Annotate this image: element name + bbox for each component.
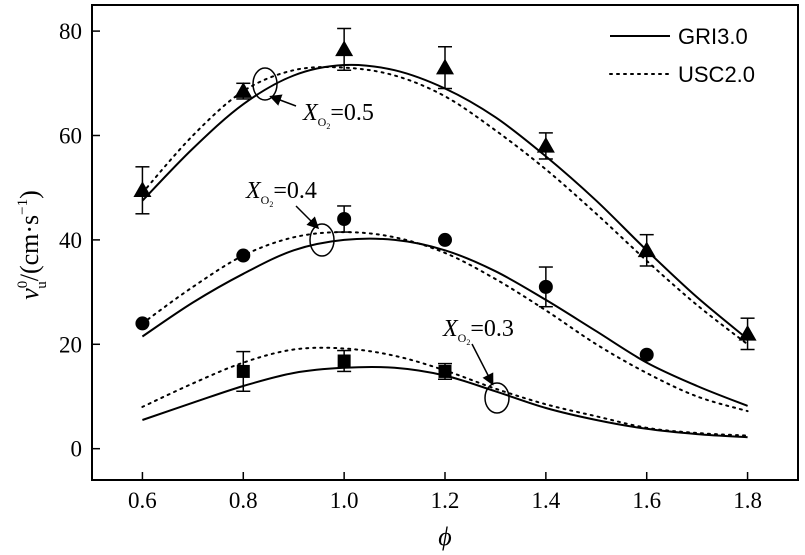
x-axis-title: ϕ [438,522,451,551]
y-axis-symbol: v [15,288,44,300]
data-point-triangle [335,40,354,57]
data-point-circle [135,316,150,331]
data-point-circle [538,279,553,294]
data-point-circle [639,347,654,362]
x-tick-label: 1.2 [431,488,460,513]
data-point-triangle [234,82,253,98]
data-point-square [337,354,351,368]
plot-layer [133,27,757,439]
gri-curve-0 [141,63,749,340]
annotation-ellipse [252,67,278,101]
y-tick-label: 60 [59,123,82,148]
svg-text:v0u/(cm·s−1): v0 u/(cm·s−1) [15,190,50,300]
annotation-arrow [471,343,494,386]
annotation-label-05: XO2=0.5 [302,100,374,131]
data-point-triangle [637,241,656,258]
y-axis-sub: u [34,281,50,289]
data-point-square [438,364,452,378]
x-tick-label: 1.0 [330,488,359,513]
data-point-triangle [536,136,555,153]
x-tick-label: 1.8 [733,488,762,513]
annotation-ellipse [309,223,335,257]
annotation-label-03: XO2=0.3 [442,316,514,347]
annotation-ellipse [484,382,510,414]
annotation-label-04: XO2=0.4 [245,178,317,209]
data-point-circle [438,232,452,247]
annotation-group-03: XO2=0.3 [442,316,514,414]
x-tick-label: 0.6 [128,488,157,513]
usc-curve-2 [141,346,749,437]
annotation-arrow [295,205,320,230]
y-axis-close: ) [15,190,44,199]
axes-layer: 0.6 0.8 1.0 1.2 1.4 1.6 1.8 0 20 40 60 80 [59,19,762,513]
y-axis-unit: /(cm·s [15,215,44,281]
data-point-triangle [133,181,152,198]
annotation-group-05: XO2=0.5 [252,67,374,131]
annotation-group-04: XO2=0.4 [245,178,335,257]
data-point-square [236,364,250,378]
legend-usc-label: USC2.0 [678,62,755,87]
gri-curve-1 [141,237,748,407]
y-tick-label: 20 [59,332,82,357]
y-tick-label: 40 [59,228,82,253]
y-axis-sup: 0 [15,281,31,289]
data-point-triangle [436,58,454,75]
data-point-circle [337,212,352,227]
y-axis-title: v0 u/(cm·s−1) [15,190,50,300]
usc-curve-0 [141,66,749,346]
annotation-arrow [269,94,297,107]
x-tick-label: 1.4 [531,488,560,513]
x-tick-label: 0.8 [229,488,258,513]
y-tick-label: 80 [59,19,82,44]
data-point-triangle [738,324,757,341]
legend-gri-label: GRI3.0 [678,24,748,49]
data-point-circle [236,248,251,263]
y-tick-label: 0 [71,437,83,462]
y-axis-unit-sup: −1 [15,199,31,215]
x-tick-label: 1.6 [632,488,661,513]
legend: GRI3.0 USC2.0 [609,24,755,87]
